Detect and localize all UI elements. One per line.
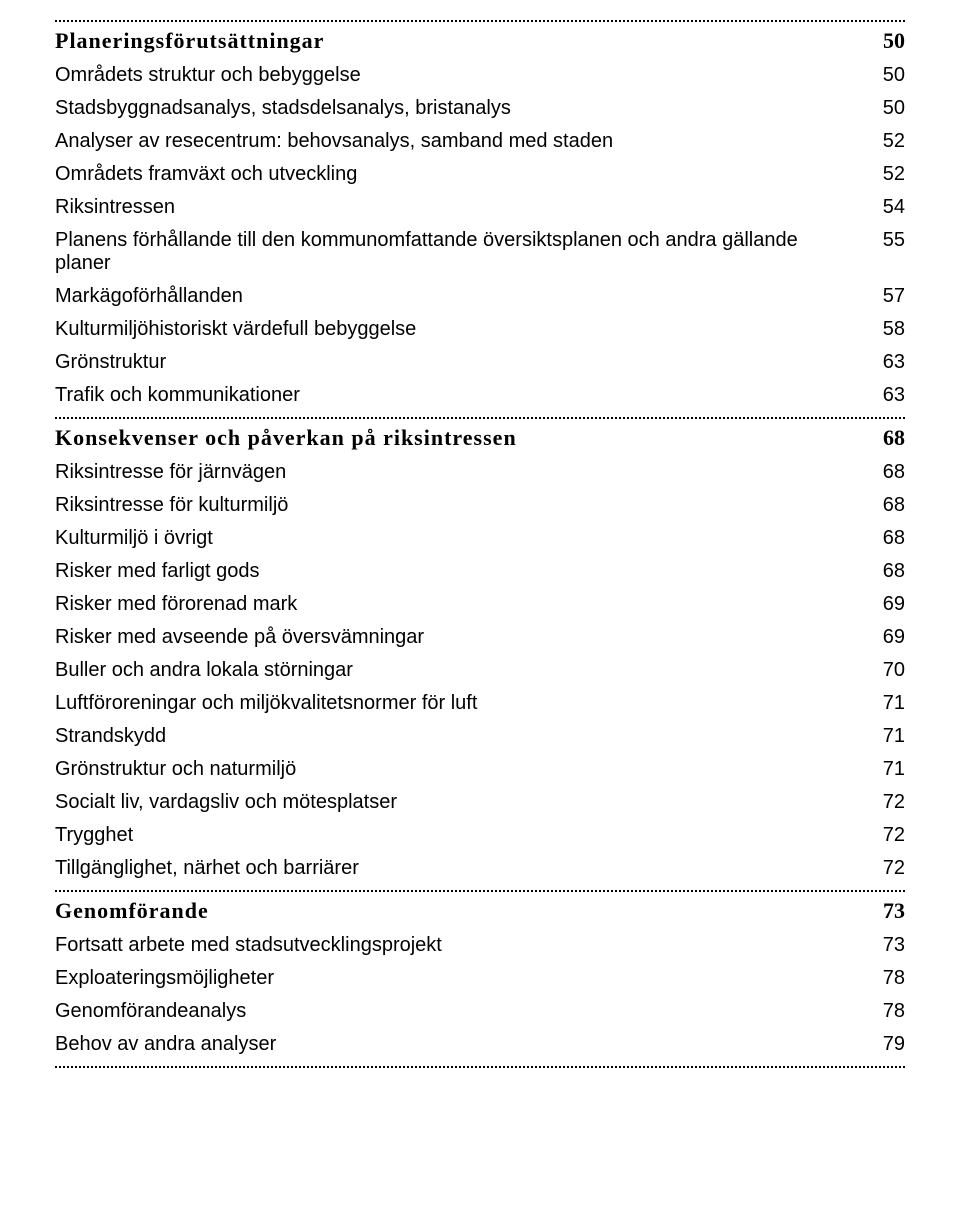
toc-item-page: 50	[865, 97, 905, 120]
toc-item-row: Trygghet72	[55, 824, 905, 847]
toc-item-row: Socialt liv, vardagsliv och mötesplatser…	[55, 791, 905, 814]
toc-item-page: 70	[865, 659, 905, 682]
toc-item-row: Risker med farligt gods68	[55, 560, 905, 583]
toc-item-row: Strandskydd71	[55, 725, 905, 748]
toc-item-label: Kulturmiljö i övrigt	[55, 527, 865, 550]
toc-item-page: 68	[865, 527, 905, 550]
toc-item-label: Riksintressen	[55, 196, 865, 219]
toc-item-label: Stadsbyggnadsanalys, stadsdelsanalys, br…	[55, 97, 865, 120]
toc-page: Planeringsförutsättningar 50 Områdets st…	[0, 0, 960, 1098]
toc-section: Genomförande 73 Fortsatt arbete med stad…	[55, 890, 905, 1068]
toc-heading: Konsekvenser och påverkan på riksintress…	[55, 425, 865, 451]
toc-item-page: 71	[865, 692, 905, 715]
toc-heading-row: Genomförande 73	[55, 898, 905, 924]
toc-item-label: Buller och andra lokala störningar	[55, 659, 865, 682]
toc-item-page: 72	[865, 824, 905, 847]
toc-item-page: 73	[865, 934, 905, 957]
toc-item-label: Exploateringsmöjligheter	[55, 967, 865, 990]
toc-heading-page: 50	[865, 28, 905, 54]
toc-item-row: Fortsatt arbete med stadsutvecklingsproj…	[55, 934, 905, 957]
toc-item-page: 72	[865, 857, 905, 880]
toc-item-page: 54	[865, 196, 905, 219]
toc-item-row: Exploateringsmöjligheter78	[55, 967, 905, 990]
toc-item-page: 69	[865, 626, 905, 649]
toc-item-label: Riksintresse för järnvägen	[55, 461, 865, 484]
toc-item-label: Risker med förorenad mark	[55, 593, 865, 616]
toc-item-label: Områdets struktur och bebyggelse	[55, 64, 865, 87]
toc-item-page: 69	[865, 593, 905, 616]
toc-item-page: 55	[865, 229, 905, 252]
toc-item-label: Trafik och kommunikationer	[55, 384, 865, 407]
toc-item-row: Markägoförhållanden57	[55, 285, 905, 308]
toc-item-page: 63	[865, 351, 905, 374]
toc-item-row: Riksintresse för kulturmiljö68	[55, 494, 905, 517]
toc-item-row: Genomförandeanalys78	[55, 1000, 905, 1023]
toc-item-page: 63	[865, 384, 905, 407]
toc-heading-row: Konsekvenser och påverkan på riksintress…	[55, 425, 905, 451]
toc-item-row: Grönstruktur63	[55, 351, 905, 374]
toc-item-label: Planens förhållande till den kommunomfat…	[55, 229, 865, 275]
toc-item-label: Luftföroreningar och miljökvalitetsnorme…	[55, 692, 865, 715]
toc-item-label: Genomförandeanalys	[55, 1000, 865, 1023]
toc-item-page: 52	[865, 163, 905, 186]
toc-item-row: Buller och andra lokala störningar70	[55, 659, 905, 682]
toc-heading-page: 73	[865, 898, 905, 924]
toc-item-label: Risker med avseende på översvämningar	[55, 626, 865, 649]
toc-section: Konsekvenser och påverkan på riksintress…	[55, 417, 905, 890]
toc-item-page: 68	[865, 461, 905, 484]
toc-item-page: 68	[865, 560, 905, 583]
toc-item-label: Tillgänglighet, närhet och barriärer	[55, 857, 865, 880]
toc-item-row: Risker med avseende på översvämningar69	[55, 626, 905, 649]
toc-heading-page: 68	[865, 425, 905, 451]
toc-item-label: Kulturmiljöhistoriskt värdefull bebyggel…	[55, 318, 865, 341]
toc-item-page: 78	[865, 967, 905, 990]
toc-item-label: Områdets framväxt och utveckling	[55, 163, 865, 186]
toc-item-label: Strandskydd	[55, 725, 865, 748]
toc-item-page: 52	[865, 130, 905, 153]
toc-item-label: Analyser av resecentrum: behovsanalys, s…	[55, 130, 865, 153]
toc-item-label: Grönstruktur och naturmiljö	[55, 758, 865, 781]
toc-item-page: 57	[865, 285, 905, 308]
toc-item-page: 71	[865, 725, 905, 748]
toc-item-label: Riksintresse för kulturmiljö	[55, 494, 865, 517]
toc-item-page: 58	[865, 318, 905, 341]
toc-section: Planeringsförutsättningar 50 Områdets st…	[55, 20, 905, 417]
toc-item-row: Kulturmiljö i övrigt68	[55, 527, 905, 550]
toc-item-row: Behov av andra analyser79	[55, 1033, 905, 1056]
toc-item-row: Analyser av resecentrum: behovsanalys, s…	[55, 130, 905, 153]
toc-item-row: Grönstruktur och naturmiljö71	[55, 758, 905, 781]
toc-item-row: Riksintressen54	[55, 196, 905, 219]
toc-item-row: Risker med förorenad mark69	[55, 593, 905, 616]
toc-item-label: Markägoförhållanden	[55, 285, 865, 308]
toc-item-page: 79	[865, 1033, 905, 1056]
toc-item-row: Luftföroreningar och miljökvalitetsnorme…	[55, 692, 905, 715]
toc-item-row: Tillgänglighet, närhet och barriärer72	[55, 857, 905, 880]
toc-item-row: Områdets struktur och bebyggelse50	[55, 64, 905, 87]
toc-item-label: Risker med farligt gods	[55, 560, 865, 583]
toc-item-label: Grönstruktur	[55, 351, 865, 374]
toc-item-label: Trygghet	[55, 824, 865, 847]
toc-heading: Genomförande	[55, 898, 865, 924]
toc-item-row: Planens förhållande till den kommunomfat…	[55, 229, 905, 275]
toc-item-row: Stadsbyggnadsanalys, stadsdelsanalys, br…	[55, 97, 905, 120]
toc-heading: Planeringsförutsättningar	[55, 28, 865, 54]
toc-item-label: Fortsatt arbete med stadsutvecklingsproj…	[55, 934, 865, 957]
toc-heading-row: Planeringsförutsättningar 50	[55, 28, 905, 54]
toc-item-page: 68	[865, 494, 905, 517]
toc-item-page: 71	[865, 758, 905, 781]
toc-item-page: 78	[865, 1000, 905, 1023]
toc-item-page: 72	[865, 791, 905, 814]
toc-item-label: Behov av andra analyser	[55, 1033, 865, 1056]
toc-item-row: Riksintresse för järnvägen68	[55, 461, 905, 484]
toc-item-page: 50	[865, 64, 905, 87]
toc-item-row: Kulturmiljöhistoriskt värdefull bebyggel…	[55, 318, 905, 341]
toc-item-row: Trafik och kommunikationer63	[55, 384, 905, 407]
toc-item-row: Områdets framväxt och utveckling52	[55, 163, 905, 186]
toc-item-label: Socialt liv, vardagsliv och mötesplatser	[55, 791, 865, 814]
